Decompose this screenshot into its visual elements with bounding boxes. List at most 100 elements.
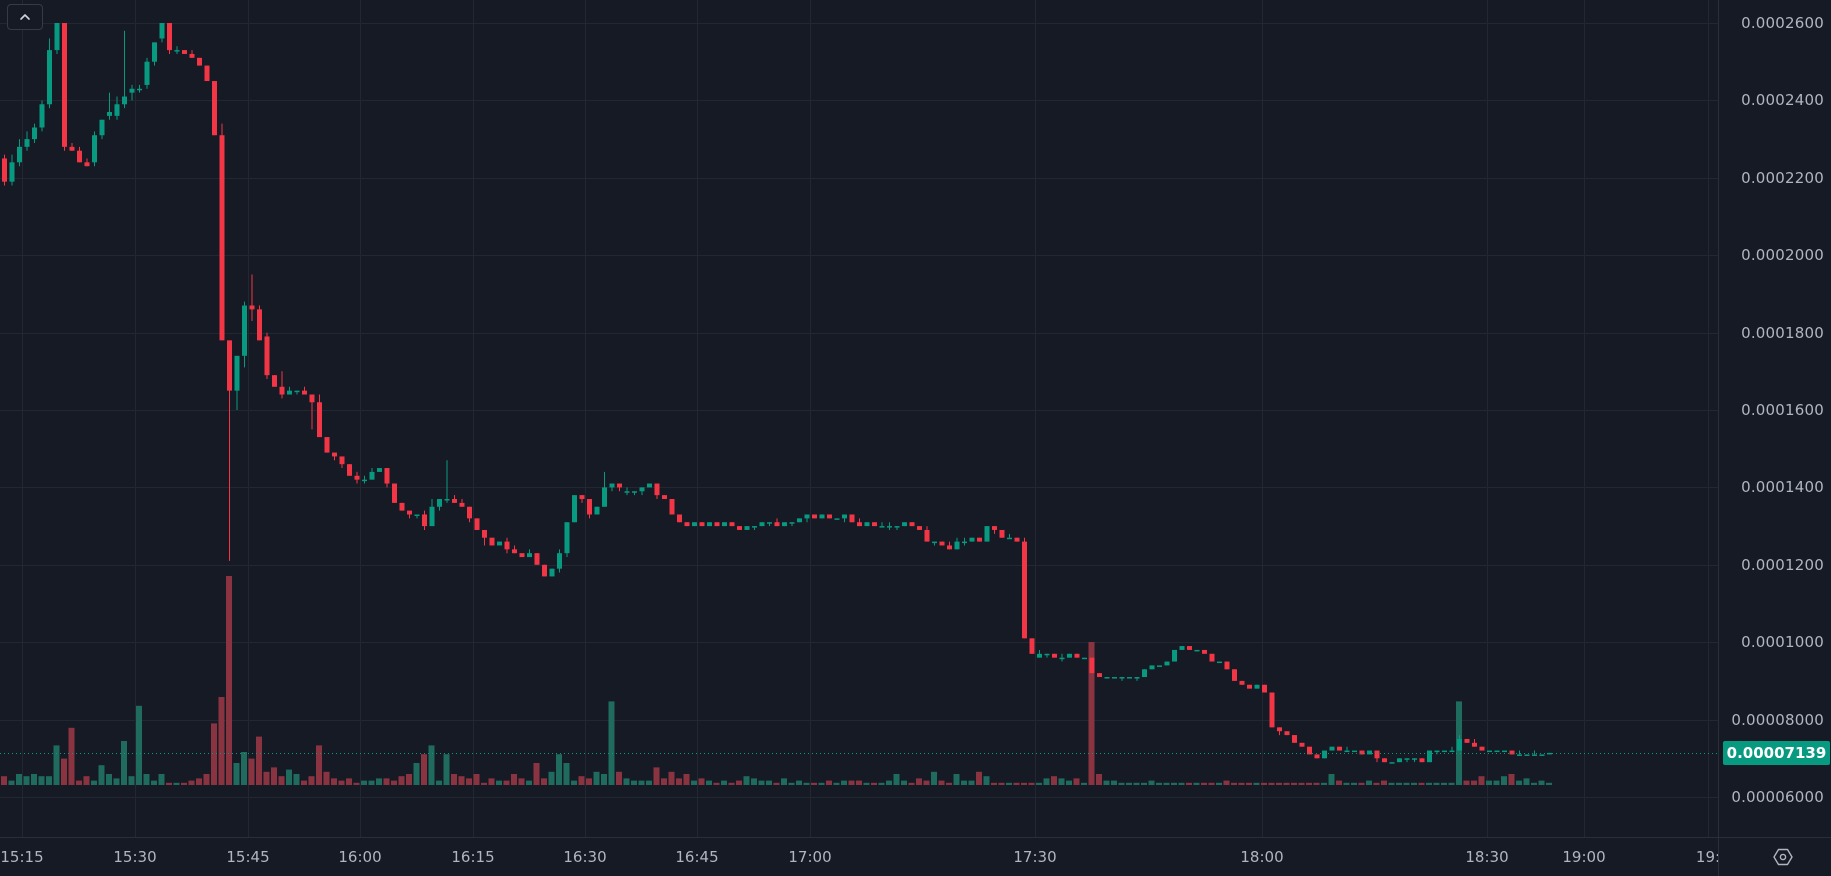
candle-down xyxy=(1022,541,1027,639)
candle-down xyxy=(317,402,322,438)
volume-bar xyxy=(286,769,292,785)
time-axis[interactable]: 15:15 15:30 15:45 16:00 16:15 16:30 16:45 17:00… xyxy=(0,837,1721,876)
candle-up xyxy=(722,522,727,527)
chart-canvas[interactable] xyxy=(0,0,1718,837)
candle-down xyxy=(1239,680,1245,685)
volume-bar xyxy=(1238,782,1245,785)
candle-up xyxy=(429,506,435,527)
volume-bar xyxy=(781,778,787,785)
volume-bar xyxy=(1486,780,1492,785)
time-tick-label: 18:30 xyxy=(1465,848,1509,866)
collapse-panel-button[interactable] xyxy=(7,4,43,30)
candle-up xyxy=(497,541,502,546)
volume-bar xyxy=(308,776,315,785)
candle-down xyxy=(827,514,832,519)
candle-down xyxy=(617,483,622,488)
volume-bar xyxy=(338,780,345,785)
volume-bar xyxy=(1111,780,1117,785)
plot-area[interactable] xyxy=(0,0,1718,837)
volume-bar xyxy=(1268,782,1275,785)
candle-up xyxy=(377,468,382,472)
candle-up xyxy=(234,355,240,391)
axis-corner xyxy=(1718,837,1831,876)
candle-up xyxy=(527,553,532,558)
volume-bar xyxy=(406,774,412,785)
candle-down xyxy=(512,549,517,554)
candle-up xyxy=(174,50,180,52)
volume-bar xyxy=(8,780,15,785)
volume-bar xyxy=(53,745,60,785)
candle-up xyxy=(1082,657,1087,660)
candle-up xyxy=(1119,677,1125,679)
candle-down xyxy=(729,522,735,527)
candle-up xyxy=(1254,684,1260,689)
candle-up xyxy=(819,514,825,519)
candle-up xyxy=(294,390,300,393)
candle-down xyxy=(1262,684,1267,693)
volume-bar xyxy=(1201,782,1207,785)
time-tick-label: 19: xyxy=(1695,848,1721,866)
volume-bar xyxy=(1103,780,1110,785)
candle-up xyxy=(1044,653,1050,656)
candle-down xyxy=(1097,673,1102,678)
candle-down xyxy=(579,495,585,500)
price-axis[interactable]: 0.0002600 0.0002400 0.0002200 0.0002000 0.00… xyxy=(1718,0,1831,837)
volume-bar xyxy=(1253,782,1260,785)
candle-down xyxy=(1419,758,1425,763)
candle-down xyxy=(272,375,277,387)
volume-bar xyxy=(241,752,247,785)
volume-bar xyxy=(661,778,667,785)
candle-down xyxy=(1209,653,1215,662)
volume-bar xyxy=(1538,780,1545,785)
candle-down xyxy=(872,522,877,527)
volume-bar xyxy=(1388,782,1395,785)
volume-bar xyxy=(511,774,517,785)
volume-bar xyxy=(1523,778,1530,785)
volume-bar xyxy=(323,771,330,785)
volume-bar xyxy=(346,778,352,785)
volume-bar xyxy=(578,776,585,785)
volume-bar xyxy=(226,576,232,785)
price-tick-label: 0.0001800 xyxy=(1741,323,1824,342)
candle-up xyxy=(1157,665,1162,667)
candle-down xyxy=(189,53,195,58)
volume-bar xyxy=(196,778,202,785)
candle-up xyxy=(1457,738,1462,751)
volume-bar xyxy=(113,778,120,785)
candle-down xyxy=(654,483,660,496)
time-tick-label: 15:15 xyxy=(0,848,44,866)
volume-bar xyxy=(421,754,427,785)
volume-bar xyxy=(668,771,675,785)
volume-bar xyxy=(1223,780,1230,785)
volume-bar xyxy=(1171,782,1177,785)
candle-down xyxy=(677,514,682,523)
candle-up xyxy=(594,506,600,515)
candle-down xyxy=(1014,537,1020,542)
volume-bar xyxy=(1426,782,1432,785)
volume-bar xyxy=(68,727,75,785)
candle-down xyxy=(1314,754,1320,759)
volume-bar xyxy=(1081,782,1087,785)
candle-up xyxy=(137,88,142,91)
volume-bar xyxy=(368,780,375,785)
volume-bar xyxy=(61,758,67,785)
volume-bar xyxy=(293,774,300,785)
chart-settings-button[interactable] xyxy=(1772,846,1794,868)
volume-bar xyxy=(998,782,1005,785)
candle-down xyxy=(459,502,465,507)
volume-bar xyxy=(1313,782,1320,785)
volume-bar xyxy=(1036,782,1042,785)
volume-bar xyxy=(233,763,240,785)
candle-up xyxy=(32,127,37,140)
candle-up xyxy=(1179,646,1185,650)
volume-bar xyxy=(413,763,420,785)
candle-down xyxy=(489,537,495,546)
volume-bar xyxy=(428,745,435,785)
candle-up xyxy=(1007,537,1012,540)
candle-up xyxy=(152,42,157,62)
volume-bar xyxy=(586,778,592,785)
volume-bar xyxy=(38,776,45,785)
candle-down xyxy=(1187,646,1192,650)
candle-up xyxy=(759,522,765,527)
